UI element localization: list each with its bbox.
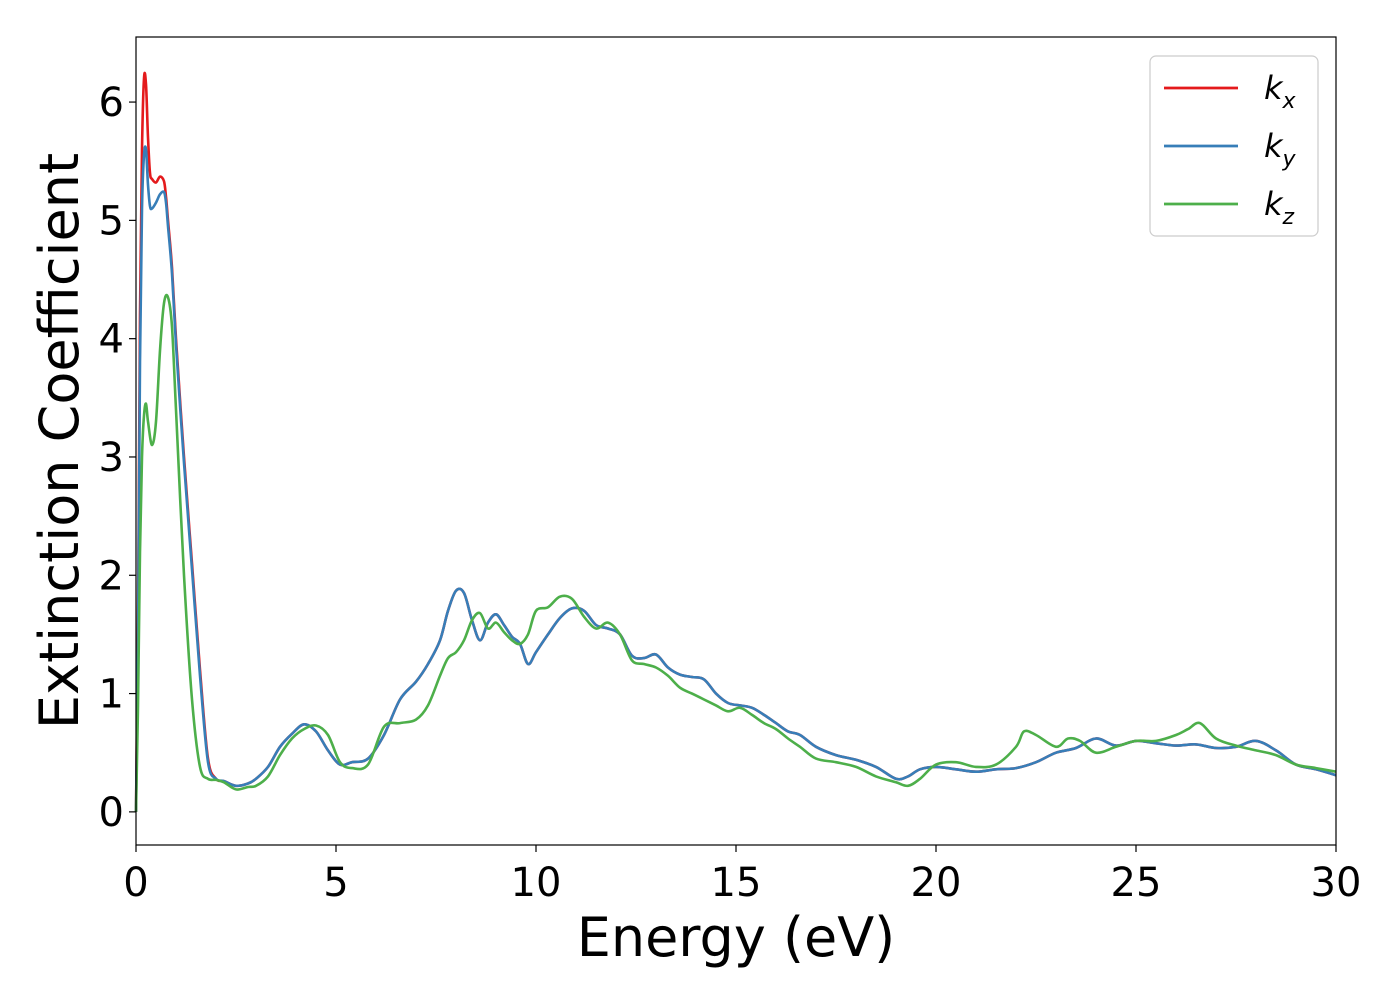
y-axis-title: Extinction Coefficient (28, 153, 91, 729)
y-tick-label: 4 (99, 317, 124, 363)
y-axis-ticks: 0 1 2 3 4 5 6 (99, 80, 136, 836)
x-tick-label: 5 (323, 860, 348, 906)
y-tick-label: 3 (99, 435, 124, 481)
y-tick-label: 2 (99, 553, 124, 599)
x-tick-label: 30 (1311, 860, 1362, 906)
y-tick-label: 6 (99, 80, 124, 126)
x-tick-label: 25 (1111, 860, 1162, 906)
series-line-z (134, 293, 1337, 812)
y-tick-label: 0 (99, 790, 124, 836)
y-tick-label: 5 (99, 198, 124, 244)
x-axis-title: Energy (eV) (577, 906, 896, 969)
legend-label-z: kz (1264, 185, 1295, 230)
x-tick-label: 0 (123, 860, 148, 906)
series-layer (134, 71, 1337, 812)
y-tick-label: 1 (99, 672, 124, 718)
series-line-y (134, 145, 1337, 812)
x-tick-label: 10 (511, 860, 562, 906)
x-tick-label: 15 (711, 860, 762, 906)
x-tick-label: 20 (911, 860, 962, 906)
x-axis-ticks: 0 5 10 15 20 25 30 (123, 845, 1361, 906)
